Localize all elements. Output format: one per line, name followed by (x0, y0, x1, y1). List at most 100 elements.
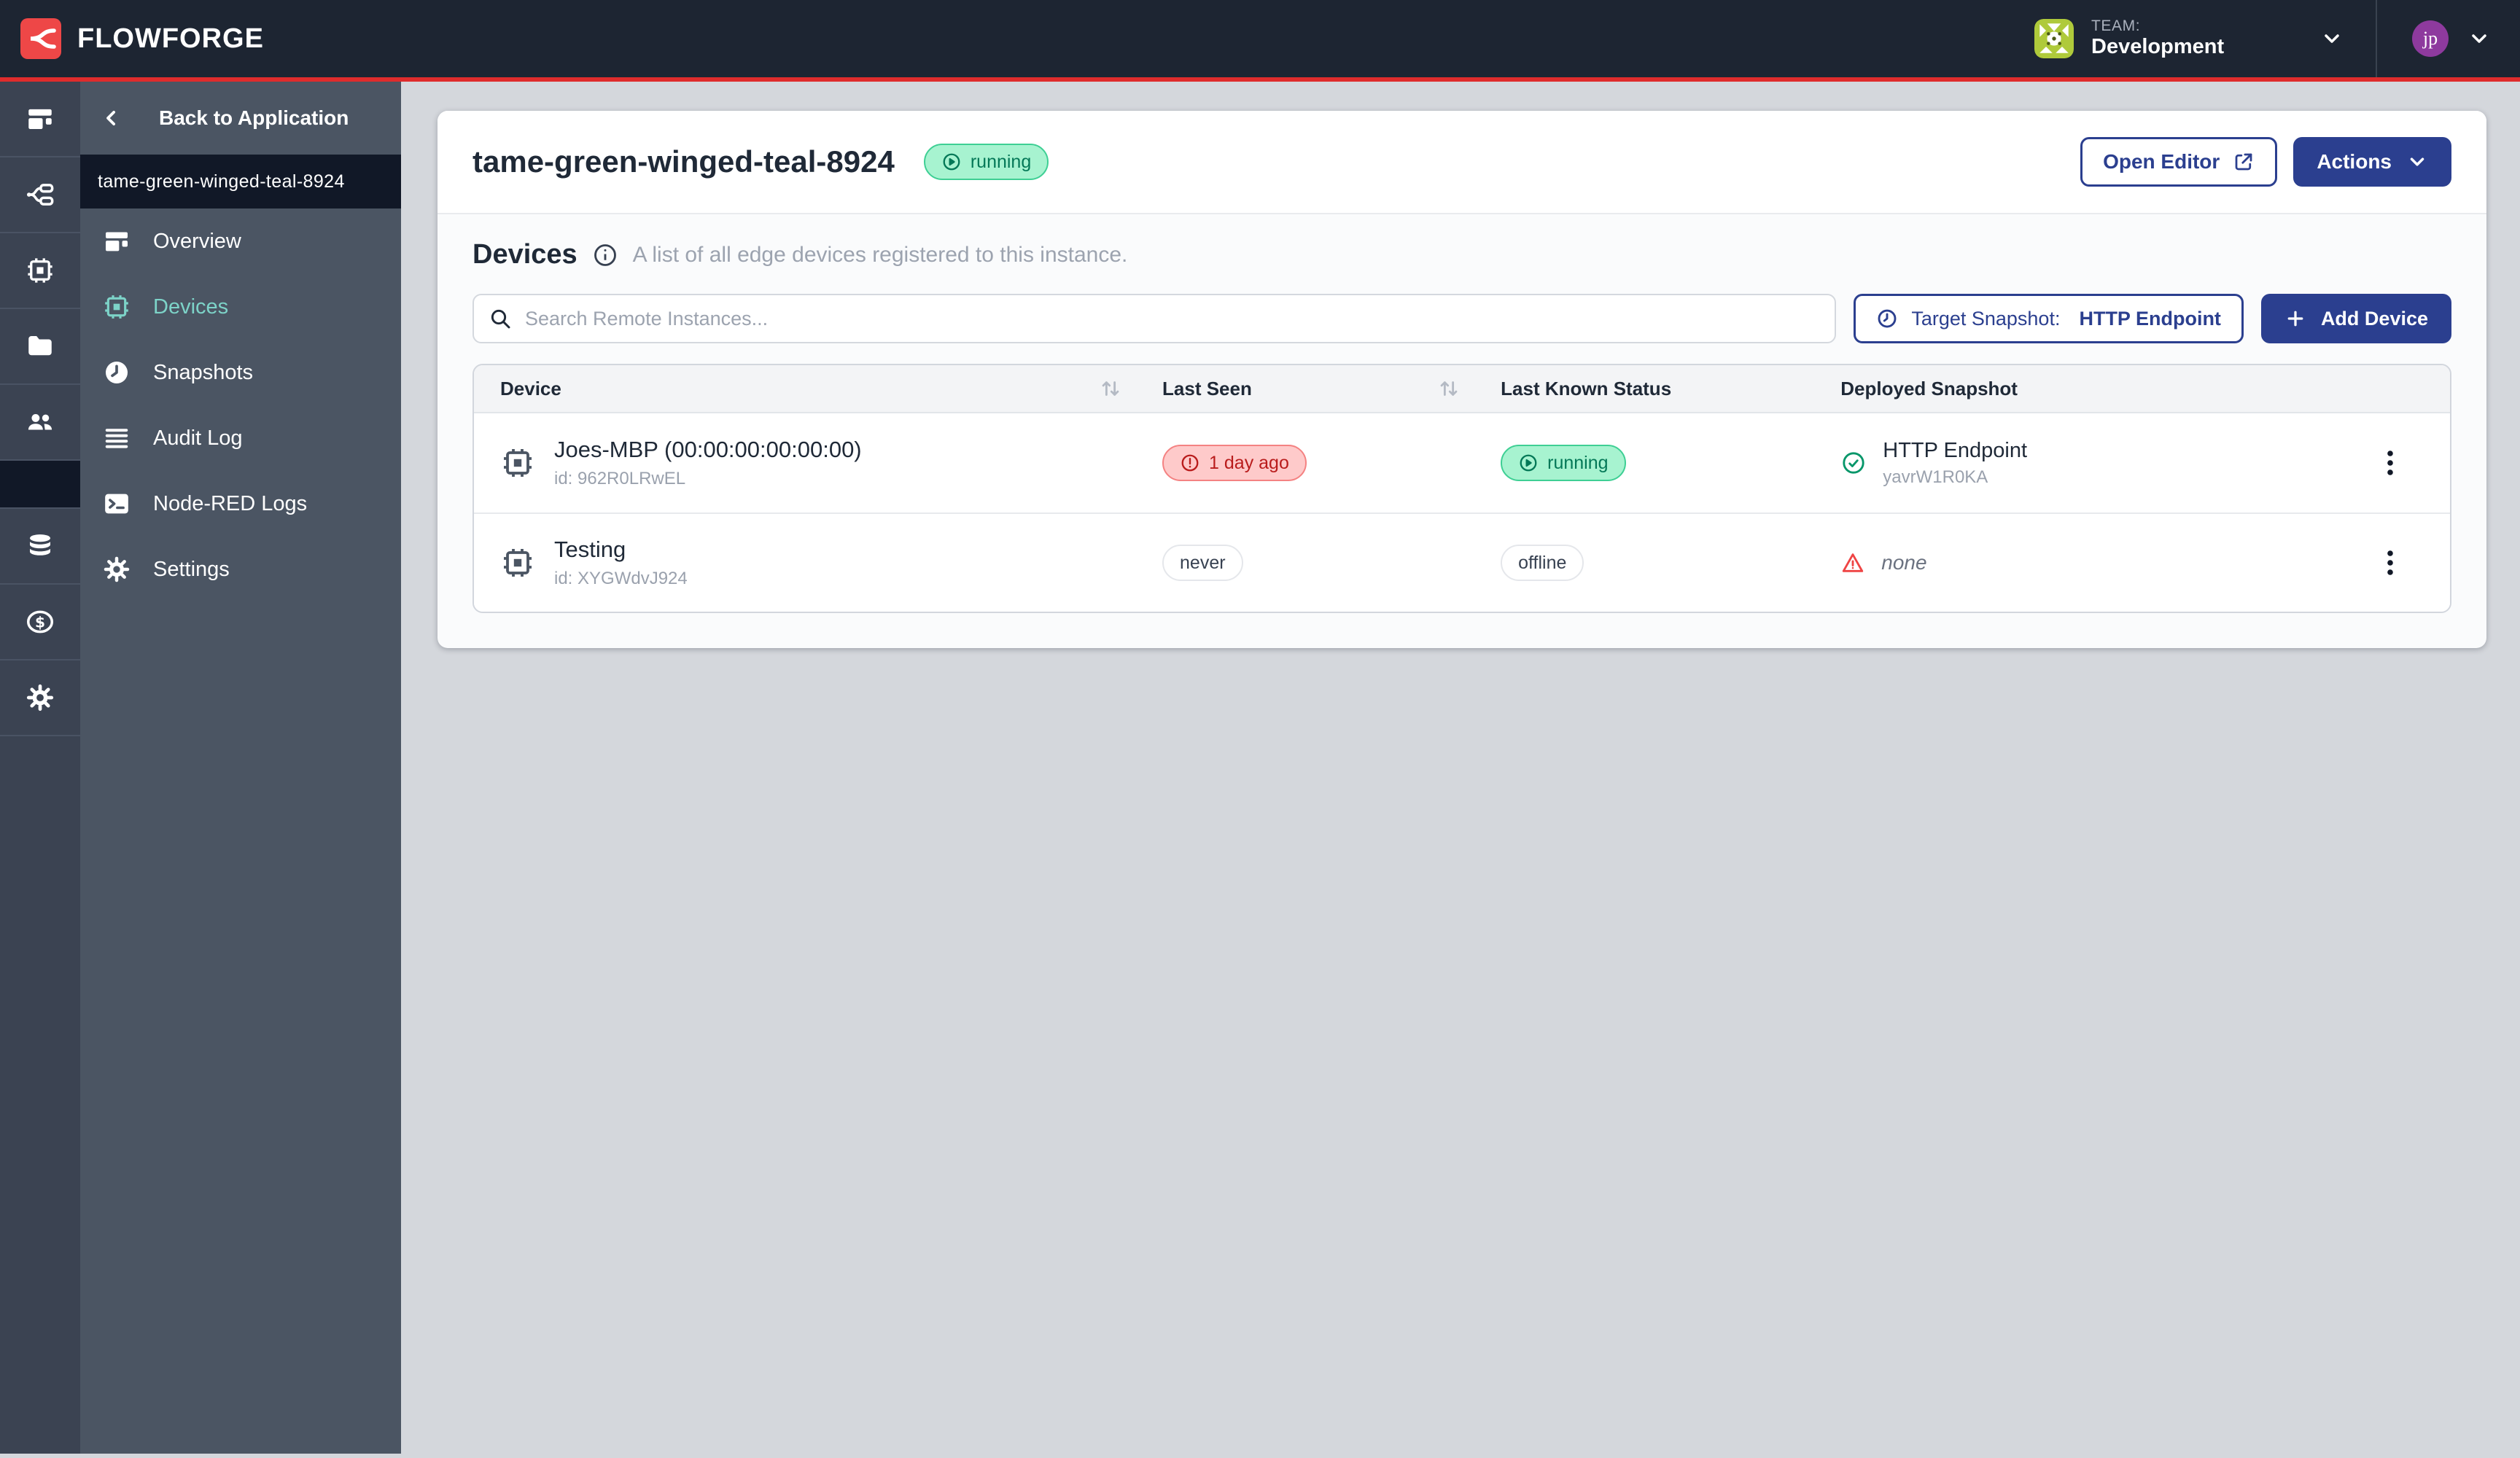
sort-icon (1100, 378, 1121, 399)
target-snapshot-button[interactable]: Target Snapshot: HTTP Endpoint (1854, 294, 2244, 343)
devices-table: Device Last Seen Last Know (472, 364, 2451, 613)
rail-active-spacer (0, 461, 80, 509)
users-icon (25, 407, 55, 437)
actions-label: Actions (2317, 150, 2392, 173)
warning-triangle-icon (1840, 550, 1865, 575)
back-to-application-button[interactable]: Back to Application (80, 82, 401, 155)
list-icon (102, 424, 131, 453)
column-header-last-seen[interactable]: Last Seen (1136, 365, 1474, 412)
chip-icon (500, 545, 535, 580)
rail-item-applications[interactable] (0, 82, 80, 157)
kebab-menu-icon (2378, 549, 2403, 577)
sidebar-item-snapshots[interactable]: Snapshots (80, 340, 401, 405)
add-device-button[interactable]: Add Device (2260, 294, 2451, 343)
row-menu-button[interactable] (2331, 449, 2450, 477)
svg-text:$: $ (35, 613, 45, 631)
sort-icon (1438, 378, 1460, 399)
open-editor-button[interactable]: Open Editor (2080, 137, 2278, 187)
rail-item-settings[interactable] (0, 660, 80, 736)
chevron-left-icon (101, 107, 122, 129)
snapshot-name: none (1881, 551, 1927, 574)
last-seen-badge: 1 day ago (1162, 445, 1307, 481)
search-icon (489, 307, 512, 330)
column-header-device[interactable]: Device (474, 365, 1136, 412)
device-row[interactable]: Testing id: XYGWdvJ924 never offline (474, 512, 2450, 612)
sidebar-item-label: Snapshots (153, 360, 254, 384)
user-menu[interactable]: jp (2377, 0, 2520, 77)
device-id: id: 962R0LRwEL (554, 469, 686, 488)
snapshot-id: yavrW1R0KA (1883, 467, 1988, 487)
instance-status-text: running (970, 151, 1032, 172)
play-circle-icon (1518, 453, 1539, 473)
search-input[interactable] (525, 307, 1821, 330)
page-title: tame-green-winged-teal-8924 (472, 144, 895, 179)
check-circle-icon (1840, 450, 1867, 476)
play-circle-icon (941, 152, 962, 172)
column-header-actions (2331, 365, 2450, 412)
primary-nav-rail: $ (0, 82, 80, 1454)
rail-item-pipelines[interactable] (0, 157, 80, 233)
device-id: id: XYGWdvJ924 (554, 569, 688, 588)
open-editor-label: Open Editor (2103, 150, 2220, 173)
sidebar-item-label: Audit Log (153, 426, 243, 450)
sidebar-item-devices[interactable]: Devices (80, 274, 401, 340)
kebab-menu-icon (2378, 449, 2403, 477)
status-badge: offline (1501, 545, 1584, 581)
sidebar-item-label: Node-RED Logs (153, 491, 308, 515)
column-header-status: Last Known Status (1501, 377, 1672, 399)
device-row[interactable]: Joes-MBP (00:00:00:00:00:00) id: 962R0LR… (474, 413, 2450, 512)
actions-button[interactable]: Actions (2293, 137, 2451, 187)
rail-item-admin[interactable] (0, 509, 80, 585)
plus-icon (2284, 308, 2306, 330)
sidebar-item-overview[interactable]: Overview (80, 208, 401, 274)
chip-icon (102, 292, 131, 321)
column-header-snapshot: Deployed Snapshot (1840, 377, 2018, 399)
team-avatar (2034, 19, 2074, 58)
target-snapshot-value: HTTP Endpoint (2079, 307, 2221, 330)
external-link-icon (2233, 151, 2255, 173)
team-selector[interactable]: TEAM: Development (2008, 0, 2376, 77)
folder-icon (25, 331, 55, 362)
devices-description: A list of all edge devices registered to… (632, 242, 1128, 267)
instance-status-badge: running (923, 144, 1049, 180)
card-header: tame-green-winged-teal-8924 running Open… (438, 111, 2486, 214)
clock-icon (1876, 308, 1898, 330)
flowforge-mark-icon (20, 18, 61, 59)
terminal-icon (102, 489, 131, 518)
row-menu-button[interactable] (2331, 549, 2450, 577)
pipelines-icon (25, 179, 55, 210)
rail-item-billing[interactable]: $ (0, 585, 80, 660)
applications-icon (25, 104, 55, 134)
chip-icon (500, 445, 535, 480)
sidebar-item-audit-log[interactable]: Audit Log (80, 405, 401, 471)
clock-icon (102, 358, 131, 387)
target-snapshot-label: Target Snapshot: (1911, 307, 2061, 330)
add-device-label: Add Device (2320, 307, 2428, 330)
table-header-row: Device Last Seen Last Know (474, 365, 2450, 413)
rail-item-devices[interactable] (0, 233, 80, 309)
device-name: Joes-MBP (00:00:00:00:00:00) (554, 437, 862, 462)
info-icon[interactable] (592, 242, 618, 268)
device-name: Testing (554, 537, 626, 562)
user-avatar: jp (2412, 20, 2449, 57)
rail-item-library[interactable] (0, 309, 80, 385)
dollar-coin-icon: $ (25, 607, 55, 637)
chip-icon (25, 255, 55, 286)
last-seen-badge: never (1162, 545, 1243, 581)
sidebar-item-label: Settings (153, 557, 230, 581)
search-box (472, 294, 1837, 343)
navbar-divider (2376, 0, 2377, 77)
chevron-down-icon (2468, 27, 2491, 50)
exclamation-circle-icon (1180, 453, 1200, 473)
instance-name-bar: tame-green-winged-teal-8924 (80, 155, 401, 208)
gear-icon (102, 555, 131, 584)
grid-icon (102, 227, 131, 256)
flowforge-logo[interactable]: FLOWFORGE (20, 18, 264, 59)
rail-item-members[interactable] (0, 385, 80, 461)
sidebar-item-settings[interactable]: Settings (80, 537, 401, 602)
top-navbar: FLOWFORGE TEAM: Development jp (0, 0, 2520, 82)
instance-card: tame-green-winged-teal-8924 running Open… (438, 111, 2486, 648)
devices-heading: Devices (472, 239, 578, 270)
sidebar-item-node-red-logs[interactable]: Node-RED Logs (80, 471, 401, 537)
database-icon (25, 531, 55, 561)
